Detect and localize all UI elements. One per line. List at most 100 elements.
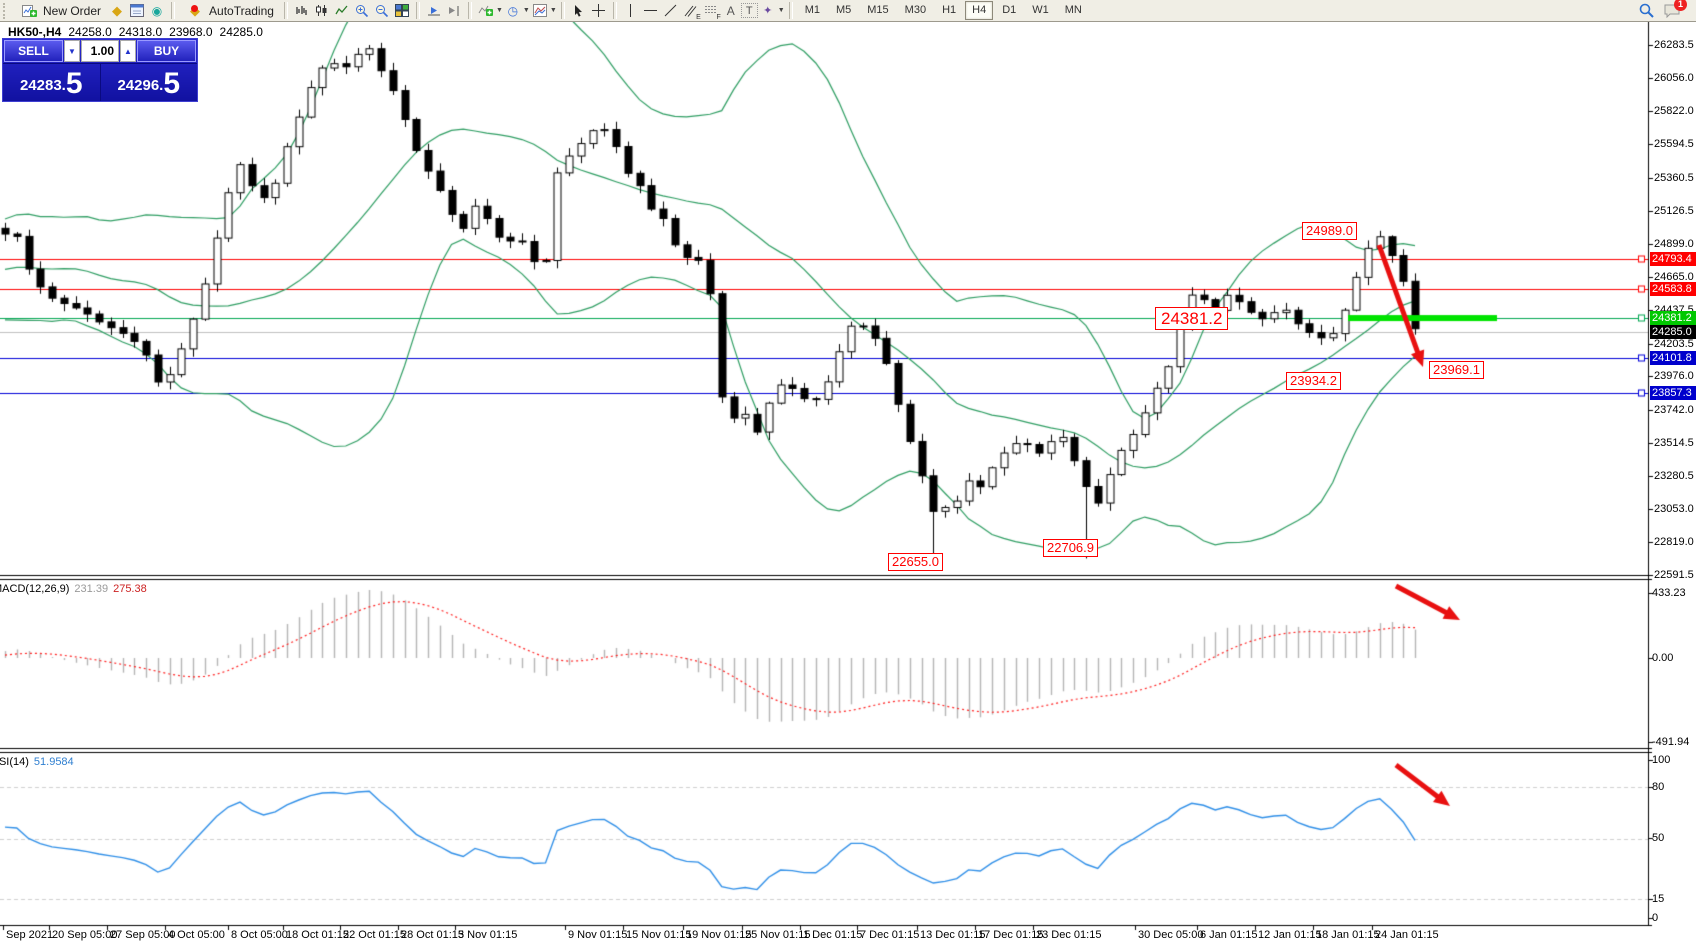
autotrading-button[interactable]: ◆ AutoTrading bbox=[179, 0, 280, 21]
price-annotation-label[interactable]: 22655.0 bbox=[888, 553, 943, 571]
vertical-line-tool-icon[interactable] bbox=[621, 1, 641, 20]
indicators-icon[interactable] bbox=[476, 1, 496, 20]
time-axis-label: 23 Dec 01:15 bbox=[1036, 929, 1102, 941]
new-order-label: New Order bbox=[43, 3, 102, 18]
candlestick-chart-icon[interactable] bbox=[312, 1, 332, 20]
chart-ohlc-header: HK50-,H4 24258.0 24318.0 23968.0 24285.0 bbox=[8, 25, 270, 39]
toolbar-grip[interactable] bbox=[3, 2, 10, 19]
price-axis-tick: 24665.0 bbox=[1654, 271, 1694, 284]
notification-badge: 1 bbox=[1674, 0, 1687, 11]
chart-shift-icon[interactable] bbox=[444, 1, 464, 20]
toolbar: New Order ◆ ◉ ◆ AutoTrading bbox=[0, 0, 1696, 22]
time-axis-label: 17 Dec 01:15 bbox=[978, 929, 1044, 941]
rsi-axis-label: 15 bbox=[1652, 893, 1665, 905]
price-axis-tick: 23742.0 bbox=[1654, 403, 1694, 416]
zoom-out-icon[interactable] bbox=[372, 1, 392, 20]
price-annotation-label[interactable]: 22706.9 bbox=[1043, 539, 1098, 557]
new-order-icon bbox=[19, 1, 39, 20]
time-axis-label: 27 Sep 05:00 bbox=[110, 929, 176, 941]
time-axis-label: 18 Jan 01:15 bbox=[1316, 929, 1380, 941]
zoom-in-icon[interactable] bbox=[352, 1, 372, 20]
timeframe-button-m1[interactable]: M1 bbox=[804, 4, 820, 16]
equidistant-channel-tool-icon[interactable]: E bbox=[681, 1, 701, 21]
price-axis-badge: 24793.4 bbox=[1650, 251, 1696, 266]
trendline-tool-icon[interactable] bbox=[661, 1, 681, 20]
rsi-axis-label: 50 bbox=[1652, 832, 1665, 844]
sell-price-display[interactable]: 24283. 5 bbox=[3, 64, 101, 101]
fibonacci-tool-icon[interactable]: F bbox=[701, 1, 721, 21]
price-axis-tick: 22819.0 bbox=[1654, 536, 1694, 549]
timeframe-button-m30[interactable]: M30 bbox=[904, 4, 927, 16]
new-order-button[interactable]: New Order bbox=[13, 0, 107, 21]
periods-icon[interactable]: ◷ bbox=[507, 3, 519, 18]
bar-chart-icon[interactable] bbox=[292, 1, 312, 20]
price-annotation-label[interactable]: 23934.2 bbox=[1286, 372, 1341, 390]
buy-price-display[interactable]: 24296. 5 bbox=[117, 67, 181, 100]
signal-icon[interactable]: ◉ bbox=[151, 3, 163, 18]
search-icon[interactable] bbox=[1636, 1, 1656, 20]
market-watch-icon[interactable]: ◆ bbox=[112, 2, 123, 18]
price-axis-badge: 24583.8 bbox=[1650, 281, 1696, 296]
toolbar-separator bbox=[560, 2, 565, 19]
high-value: 24318.0 bbox=[118, 25, 163, 39]
sell-button[interactable]: SELL bbox=[4, 40, 63, 62]
arrows-dropdown-icon[interactable]: ▼ bbox=[777, 7, 785, 14]
price-axis-tick: 26283.5 bbox=[1654, 39, 1694, 51]
volume-input[interactable]: 1.00 bbox=[81, 40, 119, 62]
price-annotation-label[interactable]: 23969.1 bbox=[1429, 361, 1484, 379]
periods-dropdown-icon[interactable]: ▼ bbox=[522, 7, 530, 14]
macd-axis-label: -491.94 bbox=[1652, 736, 1690, 748]
text-label-tool-icon[interactable]: T bbox=[740, 3, 758, 18]
tile-windows-icon[interactable] bbox=[392, 1, 412, 20]
volume-increase-button[interactable]: ▲ bbox=[120, 40, 136, 62]
rsi-axis-label: 0 bbox=[1652, 912, 1659, 924]
arrows-tool-icon[interactable]: ✦ bbox=[763, 5, 773, 17]
timeframe-button-h4[interactable]: H4 bbox=[965, 1, 994, 20]
price-axis-tick: 24899.0 bbox=[1654, 237, 1694, 250]
macd-axis-label: 433.23 bbox=[1652, 587, 1686, 599]
horizontal-line-tool-icon[interactable] bbox=[641, 1, 661, 20]
price-axis-tick: 23514.5 bbox=[1654, 436, 1694, 449]
price-axis-tick: 24203.5 bbox=[1654, 337, 1694, 350]
indicators-dropdown-icon[interactable]: ▼ bbox=[495, 7, 503, 14]
templates-dropdown-icon[interactable]: ▼ bbox=[549, 7, 557, 14]
timeframe-button-d1[interactable]: D1 bbox=[1002, 4, 1017, 16]
auto-scroll-icon[interactable] bbox=[424, 1, 444, 20]
time-axis-label: 30 Dec 05:00 bbox=[1138, 929, 1204, 941]
time-axis-label: 6 Jan 01:15 bbox=[1200, 929, 1258, 941]
toolbar-separator bbox=[467, 2, 472, 19]
timeframe-button-m15[interactable]: M15 bbox=[867, 4, 889, 16]
time-axis-label: 3 Nov 01:15 bbox=[458, 929, 518, 941]
time-axis-label: 8 Oct 05:00 bbox=[231, 929, 288, 941]
price-axis-tick: 23280.5 bbox=[1654, 470, 1694, 483]
timeframe-button-mn[interactable]: MN bbox=[1064, 4, 1082, 16]
timeframe-button-h1[interactable]: H1 bbox=[942, 4, 957, 16]
rsi-axis-label: 100 bbox=[1652, 754, 1671, 766]
timeframe-button-m5[interactable]: M5 bbox=[835, 4, 852, 16]
volume-decrease-button[interactable]: ▼ bbox=[64, 40, 80, 62]
price-axis-badge: 24101.8 bbox=[1650, 351, 1696, 366]
crosshair-icon[interactable] bbox=[589, 1, 609, 20]
cursor-icon[interactable] bbox=[569, 1, 589, 20]
timeframe-button-w1[interactable]: W1 bbox=[1032, 4, 1049, 16]
time-axis-label: 24 Jan 01:15 bbox=[1375, 929, 1439, 941]
price-annotation-label[interactable]: 24989.0 bbox=[1302, 222, 1357, 240]
time-axis-label: 25 Nov 01:15 bbox=[745, 929, 811, 941]
price-axis-badge: 24381.2 bbox=[1650, 311, 1696, 326]
templates-icon[interactable] bbox=[530, 1, 550, 20]
line-chart-icon[interactable] bbox=[332, 1, 352, 20]
symbol-period-label: HK50-,H4 bbox=[8, 25, 62, 39]
time-axis-label: 18 Oct 01:15 bbox=[286, 929, 349, 941]
macd-signal-value: 275.38 bbox=[113, 583, 147, 595]
time-axis-label: 1 Dec 01:15 bbox=[803, 929, 863, 941]
price-axis-tick: 25594.5 bbox=[1654, 137, 1694, 150]
time-axis-label: 4 Oct 05:00 bbox=[168, 929, 225, 941]
depth-of-market-icon[interactable] bbox=[127, 1, 147, 20]
notifications-icon[interactable]: 1 bbox=[1662, 0, 1687, 20]
text-tool-icon[interactable]: A bbox=[726, 3, 735, 18]
price-axis-tick: 25822.0 bbox=[1654, 105, 1694, 118]
buy-button[interactable]: BUY bbox=[137, 40, 196, 62]
time-axis-label: 20 Sep 05:00 bbox=[52, 929, 118, 941]
price-annotation-label[interactable]: 24381.2 bbox=[1155, 307, 1229, 330]
